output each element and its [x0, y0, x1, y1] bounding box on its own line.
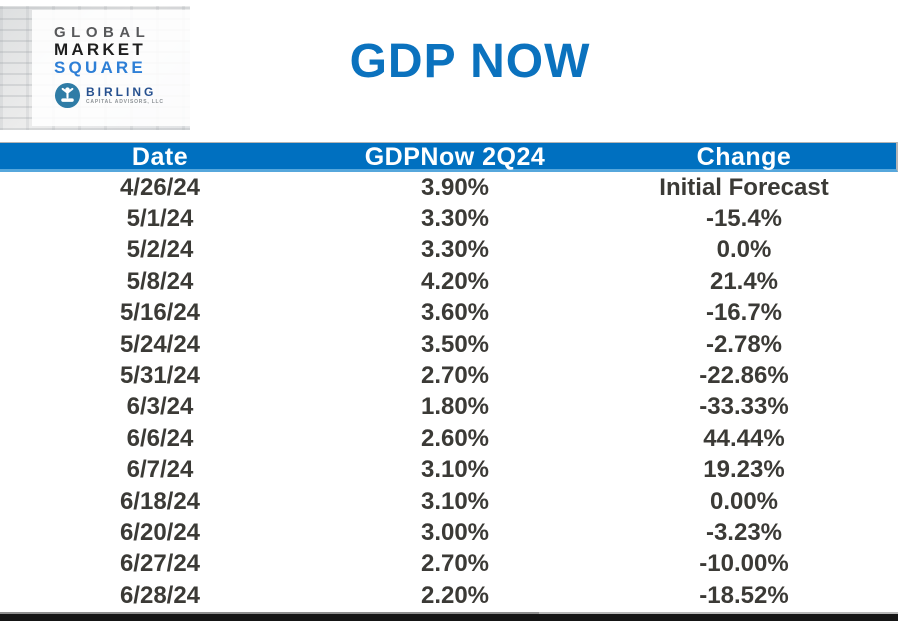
change-cell: -2.78%: [705, 330, 783, 358]
gdpnow-cell: 3.10%: [420, 456, 490, 484]
table-row: 6/28/24 2.20% -18.52%: [0, 580, 898, 611]
change-cell: 44.44%: [703, 424, 785, 452]
table-header-row: Date GDPNow 2Q24 Change: [0, 142, 898, 172]
gdpnow-cell: 3.90%: [420, 173, 490, 201]
gdpnow-cell: 3.60%: [420, 299, 490, 327]
gdpnow-cell: 2.70%: [420, 362, 490, 390]
column-header-change: Change: [696, 143, 792, 171]
change-cell: -3.23%: [705, 518, 783, 546]
change-cell: -18.52%: [699, 581, 789, 609]
table-row: 5/16/24 3.60% -16.7%: [0, 298, 898, 329]
page-title: GDP NOW: [349, 35, 591, 88]
table-row: 5/1/24 3.30% -15.4%: [0, 203, 898, 234]
date-cell: 5/24/24: [119, 330, 201, 358]
gdpnow-cell: 2.60%: [420, 424, 490, 452]
brand-subtitle: CAPITAL ADVISORS, LLC: [86, 98, 164, 105]
gdpnow-table: Date GDPNow 2Q24 Change 4/26/24 3.90% Init…: [0, 142, 898, 611]
change-cell: 19.23%: [703, 456, 785, 484]
gdpnow-cell: 4.20%: [420, 267, 490, 295]
date-cell: 5/16/24: [119, 299, 201, 327]
column-header-date: Date: [131, 143, 189, 171]
table-row: 6/6/24 2.60% 44.44%: [0, 423, 898, 454]
table-bottom-rule: [0, 612, 898, 614]
gdpnow-cell: 3.00%: [420, 518, 490, 546]
table-row: 5/8/24 4.20% 21.4%: [0, 266, 898, 297]
table-row: 6/20/24 3.00% -3.23%: [0, 517, 898, 548]
change-cell: 0.0%: [716, 236, 772, 264]
table-row: 6/3/24 1.80% -33.33%: [0, 392, 898, 423]
change-cell: -16.7%: [705, 299, 783, 327]
gdpnow-cell: 1.80%: [420, 393, 490, 421]
date-cell: 5/8/24: [126, 267, 194, 295]
birling-log-roller-icon: [54, 82, 81, 109]
table-row: 4/26/24 3.90% Initial Forecast: [0, 172, 898, 203]
change-cell: 0.00%: [709, 487, 779, 515]
date-cell: 4/26/24: [119, 173, 201, 201]
date-cell: 6/28/24: [119, 581, 201, 609]
table-row: 6/27/24 2.70% -10.00%: [0, 549, 898, 580]
gdpnow-cell: 3.30%: [420, 205, 490, 233]
date-cell: 6/20/24: [119, 518, 201, 546]
table-row: 6/18/24 3.10% 0.00%: [0, 486, 898, 517]
date-cell: 5/2/24: [126, 236, 194, 264]
date-cell: 6/6/24: [126, 424, 194, 452]
gdpnow-cell: 2.20%: [420, 581, 490, 609]
logo-word-square: SQUARE: [54, 58, 146, 77]
change-cell: -22.86%: [699, 362, 789, 390]
column-header-gdpnow: GDPNow 2Q24: [364, 143, 546, 171]
table-row: 6/7/24 3.10% 19.23%: [0, 455, 898, 486]
gdpnow-cell: 3.50%: [420, 330, 490, 358]
change-cell: 21.4%: [709, 267, 779, 295]
gdpnow-cell: 3.10%: [420, 487, 490, 515]
brand-texts: BIRLING CAPITAL ADVISORS, LLC: [86, 84, 164, 106]
change-cell: -15.4%: [705, 205, 783, 233]
change-cell: Initial Forecast: [659, 173, 829, 201]
logo-word-market: MARKET: [54, 40, 146, 59]
date-cell: 6/18/24: [119, 487, 201, 515]
date-cell: 5/31/24: [119, 362, 201, 390]
table-body: 4/26/24 3.90% Initial Forecast 5/1/24 3.30% -…: [0, 172, 898, 611]
gdpnow-cell: 3.30%: [420, 236, 490, 264]
global-market-square-logo: GLOBAL MARKET SQUARE BIRLING CAPITAL ADV…: [0, 6, 190, 130]
date-cell: 6/27/24: [119, 550, 201, 578]
table-row: 5/24/24 3.50% -2.78%: [0, 329, 898, 360]
date-cell: 5/1/24: [126, 205, 194, 233]
change-cell: -33.33%: [699, 393, 789, 421]
logo-word-global: GLOBAL: [54, 24, 151, 41]
table-row: 5/31/24 2.70% -22.86%: [0, 360, 898, 391]
gdpnow-cell: 2.70%: [420, 550, 490, 578]
logo-panel: GLOBAL MARKET SQUARE BIRLING CAPITAL ADV…: [32, 10, 190, 126]
brand-name: BIRLING: [86, 84, 157, 99]
change-cell: -10.00%: [699, 550, 789, 578]
birling-brand-row: BIRLING CAPITAL ADVISORS, LLC: [54, 82, 190, 109]
date-cell: 6/7/24: [126, 456, 194, 484]
bottom-black-bar: [0, 614, 898, 621]
table-row: 5/2/24 3.30% 0.0%: [0, 235, 898, 266]
date-cell: 6/3/24: [126, 393, 194, 421]
